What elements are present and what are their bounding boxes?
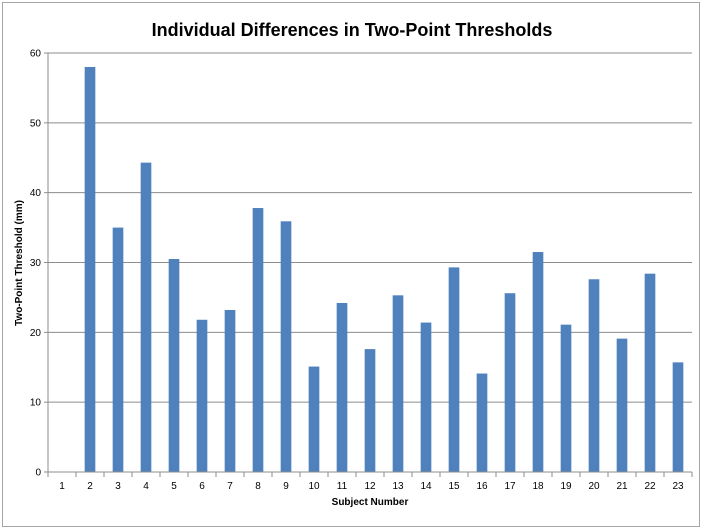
x-tick-label: 13 xyxy=(392,481,404,492)
x-tick-label: 10 xyxy=(308,481,320,492)
x-axis xyxy=(47,53,692,473)
x-tick-label: 21 xyxy=(616,481,628,492)
bar xyxy=(112,227,124,472)
x-tick-label: 22 xyxy=(644,481,656,492)
bar xyxy=(364,349,376,472)
x-tick-label: 7 xyxy=(227,481,233,492)
x-tick-label: 16 xyxy=(476,481,488,492)
x-tick-label: 1 xyxy=(59,481,65,492)
bar xyxy=(476,373,488,472)
x-tick-label: 5 xyxy=(171,481,177,492)
x-tick-label: 19 xyxy=(560,481,572,492)
bar xyxy=(168,259,180,472)
bars xyxy=(84,66,684,472)
bar xyxy=(252,208,264,472)
x-tick-label: 14 xyxy=(420,481,432,492)
bar xyxy=(588,279,600,472)
x-tick-label: 6 xyxy=(199,481,205,492)
y-axis-ticks: 0 10 20 30 40 50 60 xyxy=(30,49,48,479)
y-axis-label: Two-Point Threshold (mm) xyxy=(14,200,25,326)
y-tick-label: 0 xyxy=(35,468,41,479)
bar xyxy=(336,303,348,472)
x-tick-label: 23 xyxy=(672,481,684,492)
x-tick-label: 11 xyxy=(337,481,348,492)
x-tick-label: 9 xyxy=(283,481,289,492)
bar xyxy=(504,293,516,472)
y-tick-label: 30 xyxy=(30,258,42,269)
bar xyxy=(196,319,208,472)
y-tick-label: 40 xyxy=(30,188,42,199)
y-tick-label: 60 xyxy=(30,49,42,60)
bar xyxy=(420,322,432,472)
bar xyxy=(140,162,152,472)
x-tick-label: 3 xyxy=(115,481,121,492)
bar xyxy=(672,362,684,472)
bar xyxy=(308,366,320,472)
x-tick-label: 18 xyxy=(532,481,544,492)
bar xyxy=(84,66,96,472)
bar xyxy=(560,324,572,472)
x-tick-label: 20 xyxy=(588,481,600,492)
x-tick-label: 15 xyxy=(448,481,460,492)
x-tick-label: 8 xyxy=(255,481,261,492)
x-tick-label: 12 xyxy=(364,481,376,492)
x-tick-label: 2 xyxy=(87,481,93,492)
x-axis-label: Subject Number xyxy=(332,497,409,508)
bar xyxy=(616,338,628,472)
x-tick-label: 4 xyxy=(143,481,149,492)
bar xyxy=(224,309,236,472)
chart-title: Individual Differences in Two-Point Thre… xyxy=(152,20,553,40)
bar xyxy=(448,267,460,472)
bar xyxy=(280,221,292,472)
bar xyxy=(392,295,404,472)
y-tick-label: 20 xyxy=(30,328,42,339)
y-tick-label: 50 xyxy=(30,118,42,129)
y-tick-label: 10 xyxy=(30,398,42,409)
x-axis-ticks: 1 2 3 4 5 6 7 8 9 10 11 12 13 14 15 16 17 18 19 20 21 22 23 xyxy=(47,472,693,492)
x-tick-label: 17 xyxy=(504,481,516,492)
bar xyxy=(644,273,656,472)
bar xyxy=(532,252,544,472)
gridlines xyxy=(48,52,692,403)
